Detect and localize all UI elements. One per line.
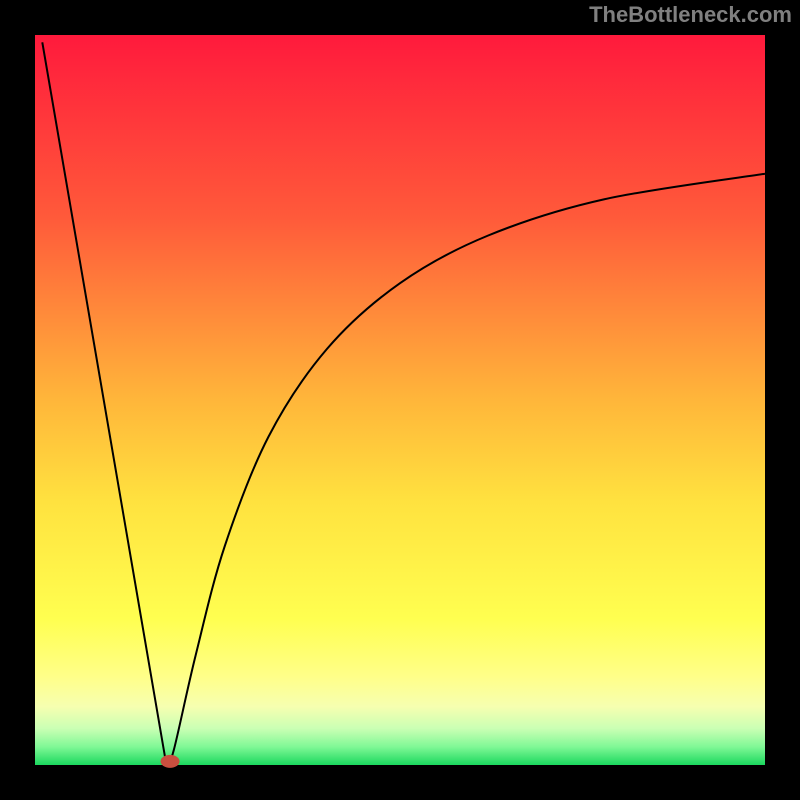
bottleneck-chart xyxy=(0,0,800,800)
plot-background xyxy=(35,35,765,765)
optimal-marker xyxy=(161,755,179,767)
chart-container: TheBottleneck.com xyxy=(0,0,800,800)
watermark-text: TheBottleneck.com xyxy=(589,2,792,28)
